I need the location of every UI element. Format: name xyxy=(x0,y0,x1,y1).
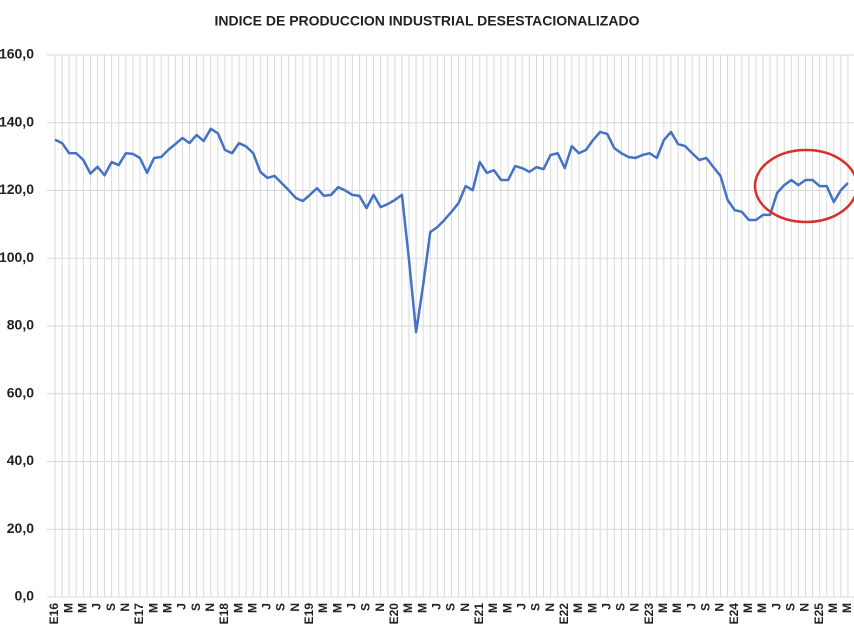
x-tick-label: J xyxy=(90,603,104,610)
x-tick-label: M xyxy=(231,603,245,613)
x-tick-label: J xyxy=(260,603,274,610)
x-tick-label: S xyxy=(783,603,797,611)
chart-title: INDICE DE PRODUCCION INDUSTRIAL DESESTAC… xyxy=(215,13,640,29)
x-tick-label: E24 xyxy=(727,603,741,625)
y-tick-label: 0,0 xyxy=(15,588,35,604)
x-tick-label: S xyxy=(104,603,118,611)
x-tick-label: M xyxy=(500,603,514,613)
x-tick-label: N xyxy=(203,603,217,612)
x-tick-label: M xyxy=(571,603,585,613)
y-tick-label: 20,0 xyxy=(7,520,34,536)
x-tick-label: J xyxy=(684,603,698,610)
y-tick-label: 60,0 xyxy=(7,384,34,400)
x-tick-label: M xyxy=(755,603,769,613)
x-tick-label: M xyxy=(585,603,599,613)
x-tick-label: M xyxy=(75,603,89,613)
x-tick-label: N xyxy=(543,603,557,612)
grid xyxy=(47,54,854,598)
x-tick-label: M xyxy=(245,603,259,613)
x-tick-label: M xyxy=(656,603,670,613)
y-tick-label: 80,0 xyxy=(7,317,34,333)
x-tick-label: E16 xyxy=(47,603,61,625)
x-tick-label: N xyxy=(288,603,302,612)
x-tick-label: S xyxy=(614,603,628,611)
x-tick-label: E19 xyxy=(302,603,316,625)
x-tick-label: E17 xyxy=(132,603,146,625)
x-tick-label: N xyxy=(458,603,472,612)
x-tick-label: S xyxy=(444,603,458,611)
x-tick-label: M xyxy=(670,603,684,613)
x-tick-label: M xyxy=(415,603,429,613)
x-tick-label: M xyxy=(316,603,330,613)
x-tick-label: S xyxy=(189,603,203,611)
x-tick-label: M xyxy=(61,603,75,613)
x-tick-label: N xyxy=(798,603,812,612)
x-tick-label: S xyxy=(529,603,543,611)
x-tick-label: E18 xyxy=(217,603,231,625)
x-tick-label: N xyxy=(373,603,387,612)
x-tick-label: S xyxy=(274,603,288,611)
x-tick-label: J xyxy=(345,603,359,610)
x-tick-label: J xyxy=(175,603,189,610)
x-tick-label: J xyxy=(769,603,783,610)
x-tick-label: E25 xyxy=(812,603,826,625)
x-tick-label: N xyxy=(628,603,642,612)
x-tick-label: N xyxy=(118,603,132,612)
x-tick-label: M xyxy=(486,603,500,613)
x-tick-label: M xyxy=(741,603,755,613)
highlight-ellipse xyxy=(753,148,854,224)
y-tick-label: 40,0 xyxy=(7,452,34,468)
x-tick-label: J xyxy=(599,603,613,610)
data-line xyxy=(54,127,849,334)
x-tick-label: M xyxy=(826,603,840,613)
x-tick-label: M xyxy=(330,603,344,613)
x-tick-label: E23 xyxy=(642,603,656,625)
x-tick-label: M xyxy=(840,603,854,613)
x-tick-label: S xyxy=(359,603,373,611)
x-tick-label: E22 xyxy=(557,603,571,625)
x-tick-label: E20 xyxy=(387,603,401,625)
y-tick-label: 140,0 xyxy=(0,113,34,129)
plot xyxy=(54,127,849,334)
y-tick-label: 120,0 xyxy=(0,181,34,197)
y-tick-label: 100,0 xyxy=(0,249,34,265)
x-tick-label: S xyxy=(699,603,713,611)
x-tick-label: M xyxy=(401,603,415,613)
x-tick-label: M xyxy=(160,603,174,613)
x-tick-label: M xyxy=(146,603,160,613)
x-tick-label: E21 xyxy=(472,603,486,625)
x-tick-label: J xyxy=(514,603,528,610)
x-tick-label: J xyxy=(429,603,443,610)
y-tick-label: 160,0 xyxy=(0,46,34,62)
x-tick-label: N xyxy=(713,603,727,612)
